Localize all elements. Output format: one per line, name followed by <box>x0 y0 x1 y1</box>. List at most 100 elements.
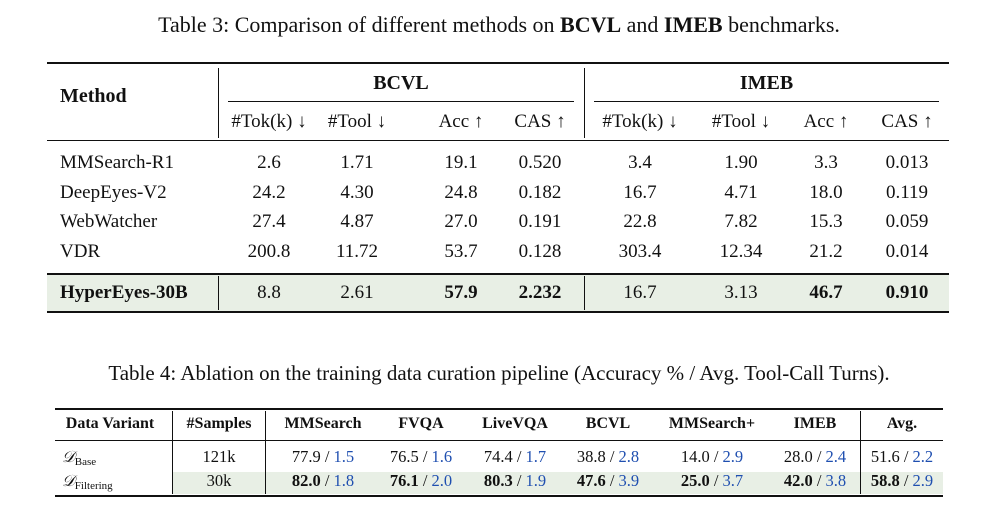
tool-turns-value: 2.9 <box>912 471 934 490</box>
table3-value-cell: 22.8 <box>623 211 657 232</box>
table4-highlight-band <box>172 472 943 494</box>
table3-subheader: #Tool ↓ <box>711 111 771 132</box>
group-header-bcvl: BCVL <box>373 72 429 94</box>
table4-header-cell: FVQA <box>398 415 444 432</box>
group-header-imeb: IMEB <box>739 72 794 94</box>
table4-header-rule <box>55 440 943 441</box>
accuracy-value: 80.3 <box>483 471 513 490</box>
value-separator: / <box>605 471 619 490</box>
value-separator: / <box>320 447 334 466</box>
table3-subheader: CAS ↑ <box>514 111 566 132</box>
tool-turns-value: 2.0 <box>431 471 453 490</box>
table3-hl-separator-2 <box>584 276 585 310</box>
bcvl-cmidrule <box>228 101 574 102</box>
table3-bottom-rule <box>47 311 949 313</box>
table3-value-cell: 0.191 <box>518 211 562 232</box>
value-separator: / <box>512 471 526 490</box>
table3-highlight-method-cell: HyperEyes-30B <box>60 282 188 303</box>
table3-value-cell: 18.0 <box>809 182 843 203</box>
table3-method-cell: VDR <box>60 241 101 262</box>
table3-value-cell: 2.6 <box>257 152 281 173</box>
table4-samples-cell: 121k <box>202 447 236 466</box>
value-separator: / <box>605 447 619 466</box>
accuracy-value: 38.8 <box>576 447 606 466</box>
table3-method-cell: WebWatcher <box>60 211 158 232</box>
table4-metric-cell: 76.5 / 1.6 <box>371 447 471 467</box>
table3-highlight-value-cell: 57.9 <box>444 282 478 303</box>
table4-metric-cell: 76.1 / 2.0 <box>371 471 471 491</box>
variant-symbol: 𝒟 <box>62 471 75 490</box>
accuracy-value: 47.6 <box>576 471 606 490</box>
tool-turns-value: 2.8 <box>618 447 640 466</box>
variant-symbol: 𝒟 <box>62 447 75 466</box>
table3-highlight-value-cell: 46.7 <box>809 282 843 303</box>
table3-highlight-value-cell: 2.232 <box>518 282 562 303</box>
table3-value-cell: 303.4 <box>618 241 662 262</box>
table3-method-cell: DeepEyes-V2 <box>60 182 167 203</box>
tool-turns-value: 3.8 <box>825 471 847 490</box>
value-separator: / <box>899 447 913 466</box>
table4-header-cell: LiveVQA <box>482 415 548 432</box>
table3-value-cell: 19.1 <box>444 152 478 173</box>
table3-value-cell: 3.3 <box>814 152 838 173</box>
table4-variant-cell: 𝒟Filtering <box>62 471 113 492</box>
tool-turns-value: 1.6 <box>431 447 453 466</box>
table4-metric-cell: 82.0 / 1.8 <box>273 471 373 491</box>
table3-mid-rule <box>47 273 949 275</box>
table4-metric-cell: 42.0 / 3.8 <box>765 471 865 491</box>
accuracy-value: 42.0 <box>783 471 813 490</box>
table3-value-cell: 53.7 <box>444 241 478 262</box>
table4-separator-2 <box>265 411 266 494</box>
accuracy-value: 51.6 <box>870 447 900 466</box>
value-separator: / <box>320 471 334 490</box>
table3-value-cell: 21.2 <box>809 241 843 262</box>
table3-value-cell: 0.128 <box>518 241 562 262</box>
table3-value-cell: 27.0 <box>444 211 478 232</box>
table3-value-cell: 0.182 <box>518 182 562 203</box>
table3-value-cell: 4.87 <box>340 211 374 232</box>
value-separator: / <box>709 471 723 490</box>
table3-value-cell: 3.4 <box>628 152 652 173</box>
table3-header-rule <box>47 140 949 141</box>
table4-header-cell: Data Variant <box>65 415 155 432</box>
table3-value-cell: 0.014 <box>885 241 929 262</box>
tool-turns-value: 3.7 <box>722 471 744 490</box>
value-separator: / <box>812 471 826 490</box>
table3-caption: Table 3: Comparison of different methods… <box>158 12 840 37</box>
table3-value-cell: 11.72 <box>335 241 379 262</box>
value-separator: / <box>899 471 913 490</box>
table3-highlight-value-cell: 8.8 <box>257 282 281 303</box>
table3-method-cell: MMSearch-R1 <box>60 152 174 173</box>
accuracy-value: 77.9 <box>291 447 321 466</box>
table4-header-cell: MMSearch+ <box>668 415 756 432</box>
value-separator: / <box>418 471 432 490</box>
table4-bottom-rule <box>55 495 943 497</box>
tool-turns-value: 2.4 <box>825 447 847 466</box>
table3-top-rule <box>47 62 949 64</box>
table4-metric-cell: 77.9 / 1.5 <box>273 447 373 467</box>
table4-header-cell: Avg. <box>886 415 918 432</box>
tool-turns-value: 1.5 <box>333 447 355 466</box>
tool-turns-value: 1.8 <box>333 471 355 490</box>
accuracy-value: 76.5 <box>389 447 419 466</box>
table3-hl-separator-1 <box>218 276 219 310</box>
table3-subheader: #Tok(k) ↓ <box>231 111 307 132</box>
variant-subscript: Filtering <box>74 480 113 492</box>
table3-value-cell: 4.71 <box>724 182 758 203</box>
tool-turns-value: 1.9 <box>525 471 547 490</box>
table4-metric-cell: 74.4 / 1.7 <box>465 447 565 467</box>
accuracy-value: 76.1 <box>389 471 419 490</box>
table3-value-cell: 0.059 <box>885 211 929 232</box>
table4-metric-cell: 28.0 / 2.4 <box>765 447 865 467</box>
table3-value-cell: 0.119 <box>885 182 929 203</box>
table3-highlight-value-cell: 2.61 <box>340 282 374 303</box>
table3-header-separator-2 <box>584 68 585 138</box>
tool-turns-value: 1.7 <box>525 447 547 466</box>
table4-metric-cell: 58.8 / 2.9 <box>852 471 952 491</box>
table3-value-cell: 200.8 <box>247 241 291 262</box>
table3-value-cell: 1.90 <box>724 152 758 173</box>
table3-value-cell: 16.7 <box>623 182 657 203</box>
table4-metric-cell: 25.0 / 3.7 <box>662 471 762 491</box>
tool-turns-value: 2.9 <box>722 447 744 466</box>
table3-value-cell: 15.3 <box>809 211 843 232</box>
